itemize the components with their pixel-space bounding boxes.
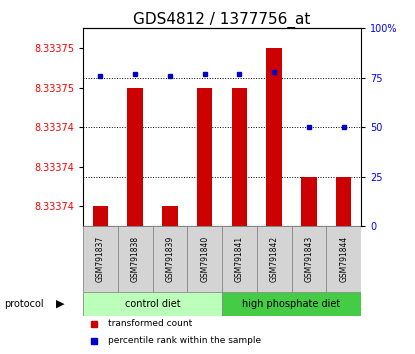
Bar — [336, 177, 352, 226]
Text: GSM791842: GSM791842 — [270, 236, 278, 282]
Text: GSM791840: GSM791840 — [200, 236, 209, 282]
Bar — [153, 226, 187, 292]
Bar — [257, 226, 291, 292]
Bar — [118, 226, 153, 292]
Bar — [291, 226, 326, 292]
Bar — [326, 226, 361, 292]
Text: GSM791843: GSM791843 — [305, 236, 313, 282]
Text: transformed count: transformed count — [108, 319, 192, 329]
Text: GSM791838: GSM791838 — [131, 236, 139, 282]
Bar — [93, 206, 108, 226]
Text: GSM791839: GSM791839 — [166, 236, 174, 282]
Text: GSM791844: GSM791844 — [339, 236, 348, 282]
Bar — [83, 226, 118, 292]
Title: GDS4812 / 1377756_at: GDS4812 / 1377756_at — [133, 12, 311, 28]
Bar — [266, 48, 282, 226]
Bar — [222, 292, 361, 316]
Text: ▶: ▶ — [56, 299, 64, 309]
Bar — [83, 292, 222, 316]
Bar — [222, 226, 257, 292]
Text: GSM791837: GSM791837 — [96, 236, 105, 282]
Text: percentile rank within the sample: percentile rank within the sample — [108, 336, 261, 345]
Bar — [162, 206, 178, 226]
Text: high phosphate diet: high phosphate diet — [242, 299, 341, 309]
Bar — [197, 88, 212, 226]
Text: GSM791841: GSM791841 — [235, 236, 244, 282]
Bar — [187, 226, 222, 292]
Bar — [232, 88, 247, 226]
Text: protocol: protocol — [4, 299, 44, 309]
Text: control diet: control diet — [124, 299, 181, 309]
Bar — [127, 88, 143, 226]
Bar — [301, 177, 317, 226]
